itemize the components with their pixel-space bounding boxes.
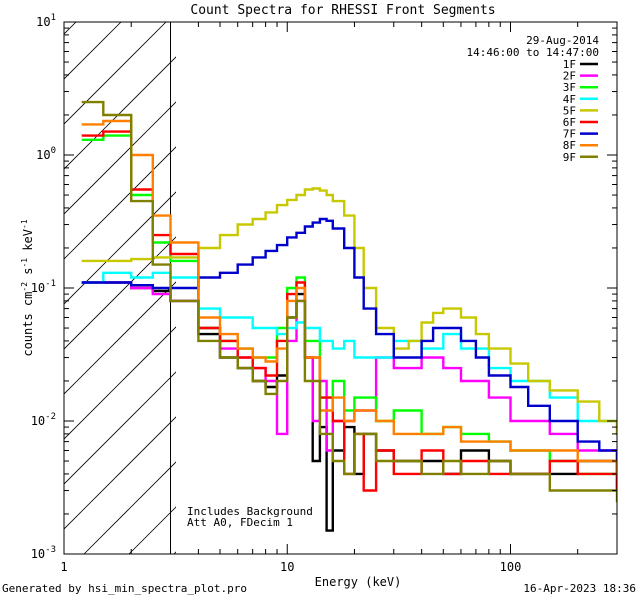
y-tick-label: 101 [36, 13, 56, 29]
hatch-line [64, 236, 176, 350]
hatch-line [64, 416, 176, 530]
legend-label: 2F [563, 70, 576, 83]
y-tick-label: 10-2 [31, 412, 56, 428]
y-tick-label: 100 [36, 146, 56, 162]
chart-title: Count Spectra for RHESSI Front Segments [190, 3, 495, 18]
hatch-line [64, 191, 176, 305]
y-tick-label: 10-1 [31, 279, 56, 295]
legend-label: 4F [563, 93, 576, 106]
series-line-4f [81, 271, 617, 436]
series-line-5f [81, 187, 617, 436]
legend-label: 6F [563, 116, 576, 129]
annotation-background: Includes Background [187, 505, 313, 518]
legend-label: 1F [563, 58, 576, 71]
x-tick-label: 1 [60, 560, 67, 574]
series-line-7f [81, 217, 617, 476]
hatch-line [64, 22, 122, 80]
x-tick-label: 10 [280, 560, 294, 574]
hatch-line [64, 146, 176, 260]
legend-label: 5F [563, 104, 576, 117]
legend-label: 3F [563, 81, 576, 94]
footer-generated-by: Generated by hsi_min_spectra_plot.pro [2, 582, 248, 595]
legend-label: 7F [563, 128, 576, 141]
series-line-9f [81, 100, 617, 503]
legend-label: 8F [563, 139, 576, 152]
legend-time-range: 14:46:00 to 14:47:00 [467, 46, 599, 59]
legend-date: 29-Aug-2014 [526, 34, 599, 47]
axis-ticks: 1 10 100 10-3 10-2 10-1 100 101 [31, 13, 618, 574]
footer-timestamp: 16-Apr-2023 18:36 [523, 582, 636, 595]
x-axis-label: Energy (keV) [315, 575, 402, 589]
y-tick-label: 10-3 [31, 545, 56, 561]
hatch-line [64, 371, 176, 485]
legend-label: 9F [563, 151, 576, 164]
hatch-line [64, 22, 167, 125]
series-group [81, 100, 617, 532]
y-axis-label: counts cm-2 s-1 keV-1 [20, 219, 35, 356]
attenuator-hatch-region [64, 22, 176, 554]
x-tick-label: 100 [500, 560, 522, 574]
annotation-attenuator: Att A0, FDecim 1 [187, 516, 293, 529]
